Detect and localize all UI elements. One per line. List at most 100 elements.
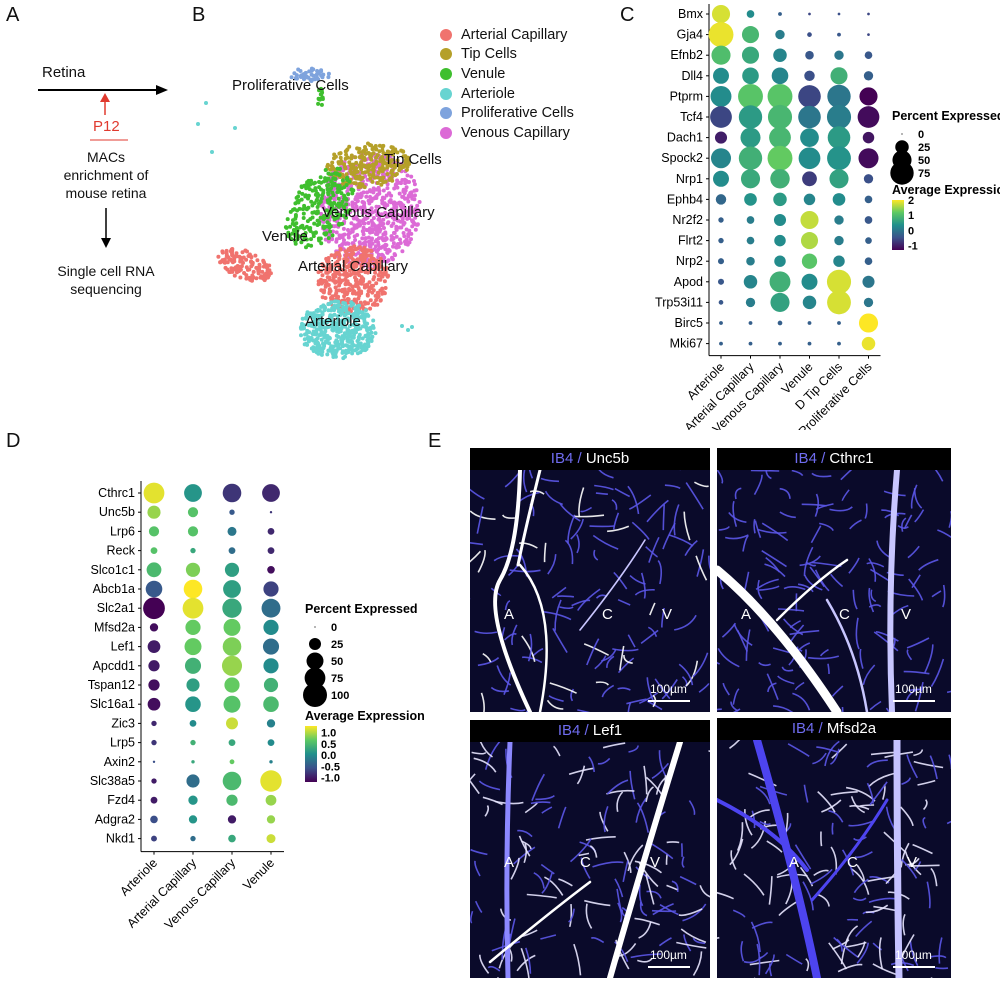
umap-point [337,257,342,261]
expression-dot [827,84,851,109]
umap-point [319,211,324,216]
umap-point [295,199,300,204]
umap-point [373,239,378,244]
umap-point [382,255,387,260]
workflow-panel: Retina P12 MACs enrichment of mouse reti… [0,0,190,320]
expression-dot [266,719,276,728]
cluster-label-venous-capillary: Venous Capillary [322,204,435,221]
target-label: Mfsd2a [826,720,877,737]
umap-point [406,234,411,239]
expression-dot [774,255,786,267]
umap-point [343,166,348,171]
umap-point [338,247,343,251]
avg-legend-tick: -1.0 [321,773,340,785]
expression-dot [742,67,759,85]
umap-point [354,176,359,181]
umap-point [349,300,354,305]
umap-point [350,241,355,246]
umap-point [293,241,298,246]
umap-point [344,202,349,207]
umap-cluster [216,247,273,283]
umap-point [312,221,317,226]
umap-point [371,189,376,194]
umap-point [412,182,417,187]
umap-point [350,287,355,292]
expression-dot [773,192,787,207]
umap-point [366,198,371,203]
expression-dot [807,321,812,325]
gene-label: Slc38a5 [90,774,135,788]
umap-point [329,253,334,258]
umap-point [310,210,315,215]
expression-dot [263,581,279,597]
umap-point [374,281,379,286]
macs-step-line: mouse retina [65,185,147,201]
umap-point [325,164,330,169]
expression-dot [718,217,724,223]
umap-point [402,234,407,239]
umap-point [343,312,348,317]
umap-point [366,141,370,146]
umap-point [342,334,347,339]
umap-point [311,329,316,334]
major-vessel [810,798,889,902]
umap-point [346,297,351,302]
umap-point [346,235,351,240]
umap-legend-item: Venule [440,64,574,84]
umap-point [381,258,386,263]
umap-point [297,206,302,211]
umap-point [326,239,331,244]
umap-point [336,294,341,299]
umap-point [300,316,305,321]
expression-dot [748,341,753,346]
expression-dot [228,547,236,554]
group-label: Venous Capillary [162,855,239,932]
expression-dot [186,774,200,788]
expression-dot [864,51,873,60]
umap-point [362,315,367,319]
expression-dot [190,835,196,842]
umap-point [363,255,367,260]
umap-point [409,231,414,236]
gene-label: Slc2a1 [97,601,135,615]
umap-point [327,222,332,227]
expression-dot [715,194,727,205]
avg-colorbar [305,726,317,782]
umap-point [373,331,378,336]
umap-point [234,251,239,256]
umap-point [362,209,367,214]
expression-dot [771,67,789,85]
umap-point [334,349,339,354]
umap-point [412,188,417,193]
umap-point [375,302,380,307]
pct-legend-dot [304,667,326,689]
umap-point [351,271,356,276]
legend-dot [440,126,452,139]
umap-point [391,235,396,240]
umap-point [404,180,409,185]
umap-point [376,236,381,241]
expression-dot [864,195,873,204]
umap-point [343,324,348,329]
expression-dot [148,526,160,537]
gene-label: Slco1c1 [91,563,136,577]
gene-label: Apcdd1 [93,659,135,673]
umap-point [368,212,373,217]
legend-dot [440,87,452,100]
expression-dot [834,215,844,225]
umap-point [308,182,313,187]
expression-dot [829,169,849,189]
umap-cluster [316,244,391,315]
umap-point [299,197,304,202]
umap-point [345,175,350,180]
gene-label: Efnb2 [670,48,703,62]
gene-label: Tspan12 [88,678,135,692]
expression-dot [862,275,875,288]
avg-legend-tick: -1 [908,240,918,252]
umap-point [413,227,418,232]
gene-label: Mfsd2a [94,620,135,634]
umap-point [369,143,374,148]
umap-point [354,204,359,209]
umap-point [309,66,314,71]
umap-point [340,349,345,354]
